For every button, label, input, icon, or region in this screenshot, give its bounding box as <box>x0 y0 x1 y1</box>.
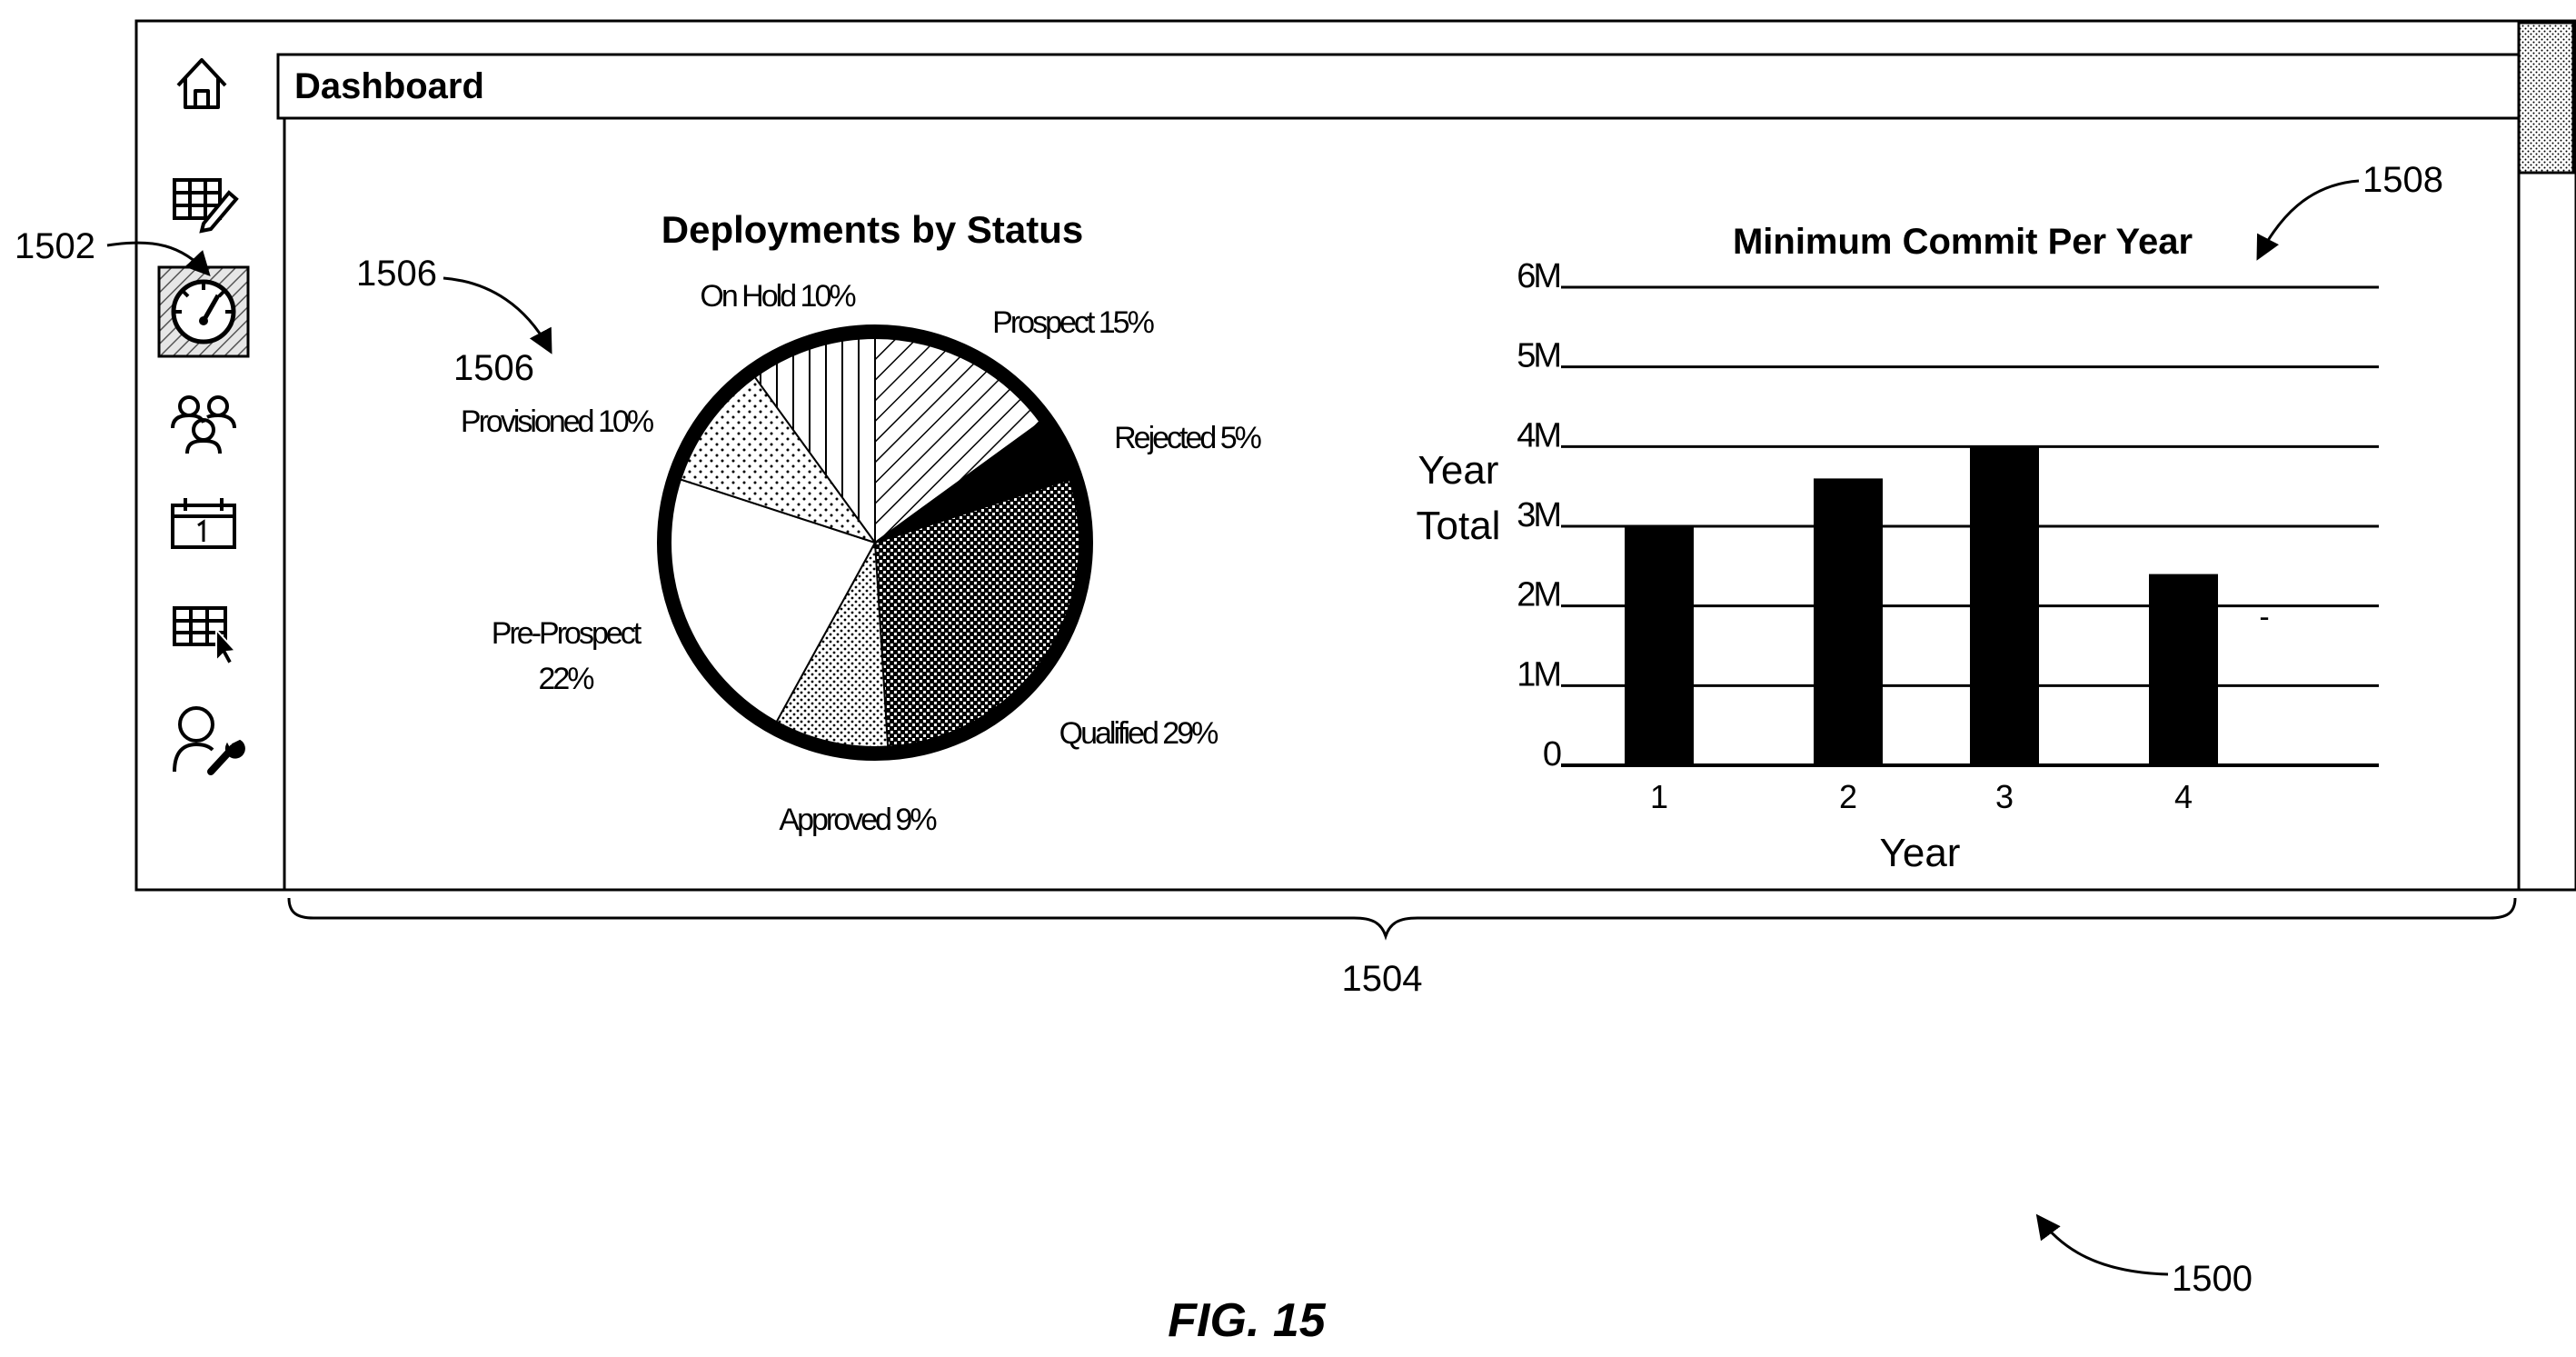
home-icon[interactable] <box>176 58 227 109</box>
main-window: Dashboard <box>276 53 2521 892</box>
pie-label-pre-prospect: Pre-Prospect <box>492 616 642 651</box>
leader-selected-icon <box>106 241 211 276</box>
ref-selected-icon: 1502 <box>15 226 95 266</box>
ref-bar-chart: 1508 <box>2362 160 2443 200</box>
leader-pie-a <box>443 276 552 354</box>
pie-slices <box>663 330 1087 754</box>
table-edit-icon[interactable] <box>173 178 239 234</box>
bar-chart: Minimum Commit Per Year 0 1M 2M 3M 4M 5M 6M 1 2… <box>1417 222 2379 875</box>
bar-year-4 <box>2149 574 2218 765</box>
bar-y-axis-label-line2: Total <box>1417 504 1501 548</box>
window-title: Dashboard <box>294 66 484 106</box>
calendar-icon[interactable] <box>171 498 236 549</box>
reference-annotations: 1502 1506 1506 1508 1504 1500 FIG. 15 <box>15 160 2517 1347</box>
bar-x-tick-label: 3 <box>1995 778 2014 815</box>
bar-y-ticks: 0 1M 2M 3M 4M 5M 6M <box>1517 257 1564 773</box>
pie-label-approved: Approved 9% <box>779 803 937 837</box>
ref-device: 1500 <box>2172 1259 2253 1299</box>
bar-bars <box>1625 446 2218 765</box>
bar-stray-mark: - <box>2259 600 2269 634</box>
bar-x-tick-label: 2 <box>1839 778 1857 815</box>
pie-label-pre-prospect-value: 22% <box>538 662 594 696</box>
pie-label-rejected: Rejected 5% <box>1114 421 1262 455</box>
figure-caption: FIG. 15 <box>1168 1294 1326 1347</box>
bar-x-axis-label: Year <box>1880 831 1961 875</box>
users-icon[interactable] <box>171 395 236 454</box>
bar-chart-title: Minimum Commit Per Year <box>1733 222 2193 262</box>
bar-year-2 <box>1814 478 1883 765</box>
bar-y-tick-label: 6M <box>1517 257 1559 295</box>
pie-label-provisioned: Provisioned 10% <box>461 404 654 439</box>
bar-y-tick-label: 3M <box>1517 496 1559 534</box>
leader-device <box>2035 1213 2169 1276</box>
bar-year-1 <box>1625 526 1694 765</box>
user-settings-icon[interactable] <box>173 706 245 775</box>
pie-outline <box>657 324 1093 761</box>
pie-label-prospect: Prospect 15% <box>992 305 1154 340</box>
bar-y-tick-label: 1M <box>1517 655 1559 693</box>
scrollbar-thumb[interactable] <box>2517 21 2575 175</box>
gauge-icon[interactable] <box>157 265 250 358</box>
ref-pie-b: 1506 <box>453 348 534 388</box>
bar-x-ticks: 1 2 3 4 <box>1650 778 2193 815</box>
brace-content-area <box>287 897 2517 941</box>
sidebar <box>157 58 250 775</box>
pie-chart-title: Deployments by Status <box>661 208 1083 251</box>
bar-x-tick-label: 4 <box>2174 778 2193 815</box>
table-select-icon[interactable] <box>173 606 238 666</box>
bar-y-axis-label-line1: Year <box>1418 448 1499 493</box>
pie-label-on-hold: On Hold 10% <box>700 279 856 314</box>
ref-content-area: 1504 <box>1342 959 1423 999</box>
bar-x-tick-label: 1 <box>1650 778 1668 815</box>
pie-label-qualified: Qualified 29% <box>1059 716 1218 751</box>
bar-y-tick-label: 5M <box>1517 337 1559 375</box>
ref-pie-a: 1506 <box>356 254 437 294</box>
title-bar <box>276 53 2521 120</box>
leader-bar-chart <box>2256 179 2360 261</box>
pie-chart: Deployments by Status On Hold 10% Prospe… <box>461 208 1265 837</box>
bar-y-tick-label: 4M <box>1517 416 1559 454</box>
bar-year-3 <box>1970 446 2039 765</box>
bar-y-tick-label: 2M <box>1517 576 1559 614</box>
bar-y-tick-label: 0 <box>1543 735 1561 773</box>
